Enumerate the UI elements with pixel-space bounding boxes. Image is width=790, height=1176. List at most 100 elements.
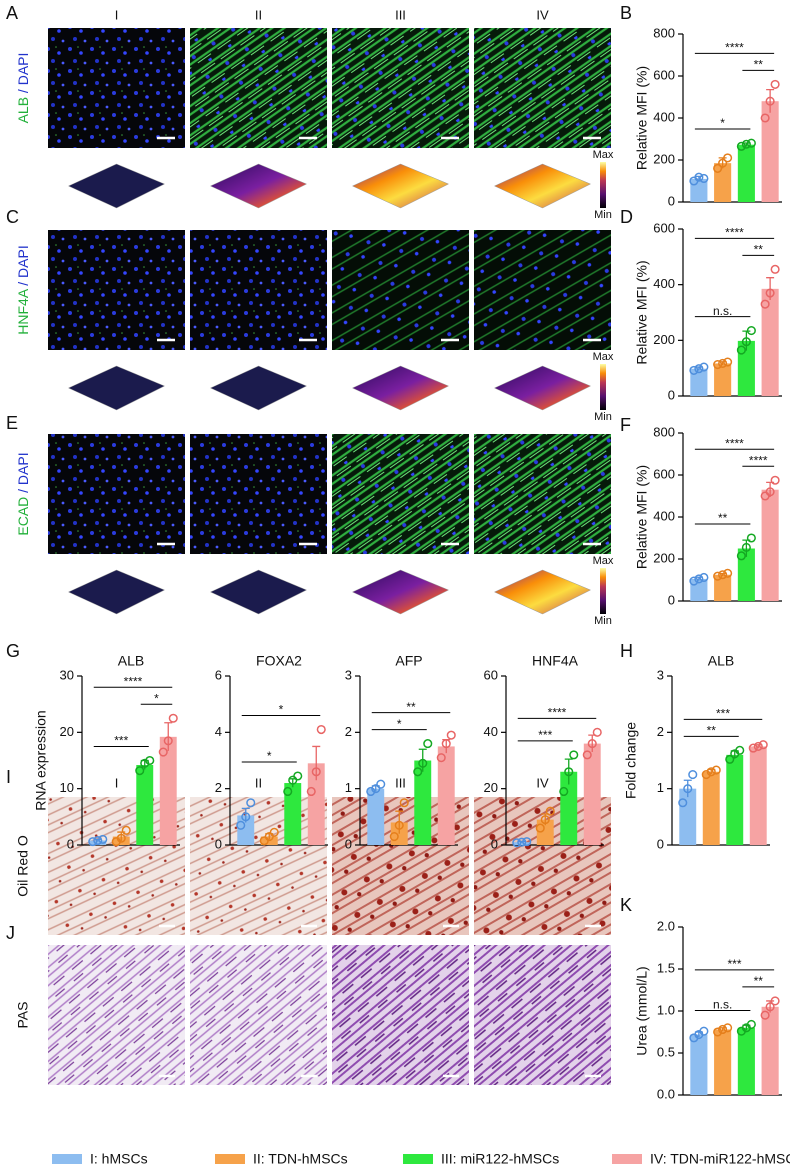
stain-name: / DAPI <box>15 53 31 93</box>
panel-label: A <box>6 3 18 23</box>
data-point <box>770 475 780 485</box>
data-point <box>241 812 251 822</box>
data-point <box>163 736 173 746</box>
colorbar <box>600 364 606 410</box>
sig-label: *** <box>727 957 741 971</box>
y-tick-label: 3 <box>345 667 352 682</box>
y-tick-label: 30 <box>60 667 74 682</box>
data-point <box>736 141 746 151</box>
panel-label: H <box>620 641 633 661</box>
sig-label: **** <box>749 453 768 467</box>
error-bar <box>117 831 126 842</box>
sig-label: ** <box>718 511 728 525</box>
data-point <box>770 264 780 274</box>
data-point <box>269 827 279 837</box>
stain-name: / DAPI <box>15 245 31 285</box>
data-point <box>371 784 381 794</box>
data-point <box>765 288 775 298</box>
data-point <box>723 153 733 163</box>
bar <box>761 101 779 202</box>
legend-swatch <box>215 1154 245 1164</box>
data-point <box>535 823 545 833</box>
data-point <box>306 786 316 797</box>
data-point <box>688 770 698 780</box>
data-point <box>694 172 704 182</box>
bar <box>737 340 755 396</box>
data-point <box>713 359 723 370</box>
y-tick-label: 1 <box>345 780 352 795</box>
intensity-surface <box>67 365 166 411</box>
intensity-surface <box>209 365 308 411</box>
row-label: ALB / DAPI <box>15 53 31 124</box>
data-point <box>736 345 746 355</box>
legend-label: I: hMSCs <box>90 1151 148 1167</box>
y-axis-label: RNA expression <box>33 710 49 810</box>
y-tick-label: 2.0 <box>657 918 675 933</box>
data-point <box>168 713 178 723</box>
intensity-surface <box>493 365 592 411</box>
bar <box>560 771 578 845</box>
intensity-surface <box>209 569 308 615</box>
data-point <box>713 1027 723 1037</box>
data-point <box>545 806 555 816</box>
bar <box>714 574 732 601</box>
intensity-surface <box>67 569 166 615</box>
y-tick-label: 20 <box>60 724 74 739</box>
column-label: II <box>255 775 262 790</box>
chart-title: AFP <box>395 653 422 669</box>
y-tick-label: 10 <box>60 780 74 795</box>
bar <box>714 163 732 202</box>
row-label: PAS <box>15 1002 31 1029</box>
bar <box>690 1034 708 1095</box>
row-label: Oil Red O <box>15 835 31 897</box>
data-point <box>145 755 155 766</box>
sig-label: **** <box>725 436 744 450</box>
panel-label: B <box>620 3 632 23</box>
data-point <box>582 750 592 760</box>
data-point <box>376 779 386 789</box>
bar <box>714 1029 732 1095</box>
micrograph <box>48 434 185 554</box>
chart-title: FOXA2 <box>256 653 302 669</box>
y-tick-label: 2 <box>215 780 222 795</box>
data-point <box>569 750 579 760</box>
y-tick-label: 60 <box>484 667 498 682</box>
data-point <box>748 743 758 753</box>
y-tick-label: 0 <box>657 836 664 851</box>
data-point <box>741 337 751 347</box>
micrograph <box>332 230 469 350</box>
data-point <box>418 758 428 768</box>
micrograph <box>48 945 185 1085</box>
data-point <box>741 542 751 553</box>
y-tick-label: 2 <box>345 724 352 739</box>
data-point <box>741 139 751 149</box>
data-point <box>283 786 293 797</box>
micrograph <box>48 230 185 350</box>
data-point <box>135 766 145 776</box>
sig-label: *** <box>538 728 552 742</box>
y-tick-label: 200 <box>653 332 675 347</box>
data-point <box>423 739 433 749</box>
y-tick-label: 400 <box>653 276 675 291</box>
error-bar <box>395 810 404 834</box>
error-bar <box>418 748 427 772</box>
y-tick-label: 1.0 <box>657 1002 675 1017</box>
y-tick-label: 3 <box>657 667 664 682</box>
y-tick-label: 800 <box>653 25 675 40</box>
sig-label: * <box>397 717 402 731</box>
column-label: III <box>395 7 406 22</box>
column-label: IV <box>536 7 549 22</box>
bar <box>367 788 385 845</box>
y-tick-label: 0 <box>215 836 222 851</box>
micrograph <box>474 230 611 350</box>
colorbar-max: Max <box>593 149 614 161</box>
bar <box>761 1006 779 1095</box>
intensity-surface <box>493 163 592 209</box>
data-point <box>316 724 326 735</box>
data-point <box>699 1026 709 1036</box>
data-point <box>736 551 746 561</box>
marker-name: ECAD <box>15 493 31 536</box>
colorbar <box>600 162 606 208</box>
column-label: II <box>255 7 262 22</box>
data-point <box>746 533 756 543</box>
